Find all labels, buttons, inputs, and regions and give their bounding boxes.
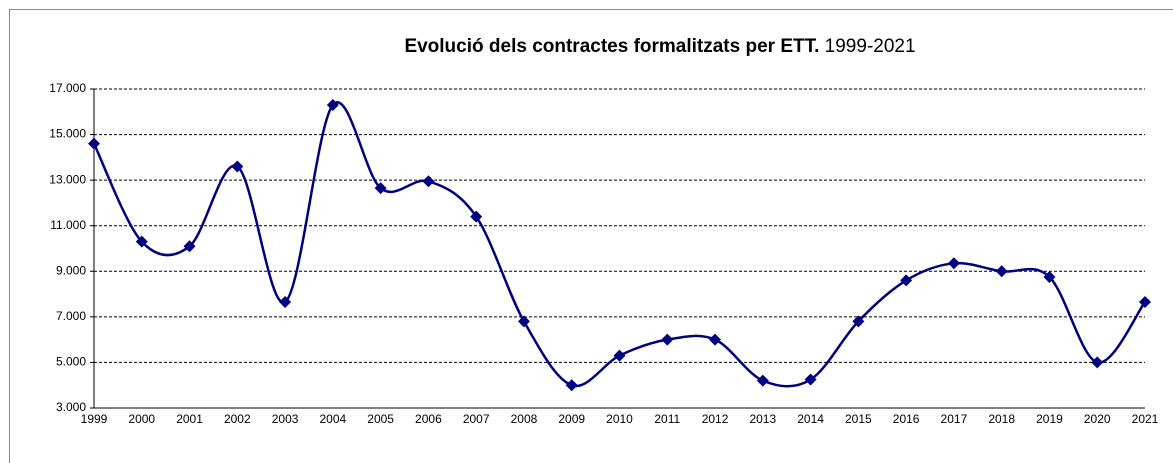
x-tick-label: 2008 [511, 412, 538, 426]
marker [517, 315, 530, 328]
marker [852, 315, 865, 328]
x-tick-label: 2015 [845, 412, 872, 426]
marker [756, 374, 769, 387]
x-tick-label: 2006 [415, 412, 442, 426]
marker [135, 235, 148, 248]
marker [231, 160, 244, 173]
x-tick-label: 2005 [367, 412, 394, 426]
marker [326, 98, 339, 111]
x-tick-label: 2016 [893, 412, 920, 426]
x-tick-label: 2018 [988, 412, 1015, 426]
x-tick-label: 2019 [1036, 412, 1063, 426]
marker [661, 333, 674, 346]
chart-title-years: 1999-2021 [825, 36, 916, 57]
x-tick-label: 2017 [941, 412, 968, 426]
marker [804, 373, 817, 386]
y-tick-label: 17.000 [49, 81, 86, 95]
marker [947, 257, 960, 270]
y-tick-label: 9.000 [56, 263, 86, 277]
x-tick-label: 2007 [463, 412, 490, 426]
marker [88, 137, 100, 150]
y-tick-label: 13.000 [49, 172, 86, 186]
x-tick-label: 2021 [1132, 412, 1159, 426]
x-tick-label: 2009 [558, 412, 585, 426]
marker [709, 333, 722, 346]
chart-title-group: Evolució dels contractes formalitzats pe… [404, 36, 915, 57]
marker [613, 349, 626, 362]
x-tick-label: 2014 [797, 412, 824, 426]
x-tick-label: 2000 [128, 412, 155, 426]
marker [183, 240, 196, 253]
x-tick-label: 2002 [224, 412, 251, 426]
marker [470, 210, 483, 223]
y-tick-label: 5.000 [56, 355, 86, 369]
marker [422, 175, 435, 188]
x-tick-label: 2001 [176, 412, 203, 426]
marker [995, 265, 1008, 278]
marker [374, 182, 387, 195]
chart-title: Evolució dels contractes formalitzats pe… [404, 36, 819, 57]
x-tick-label: 1999 [81, 412, 108, 426]
y-tick-label: 11.000 [50, 218, 86, 232]
marker [279, 296, 292, 309]
x-tick-label: 2004 [320, 412, 347, 426]
chart-frame [9, 9, 1173, 463]
x-tick-label: 2020 [1084, 412, 1111, 426]
x-tick-label: 2011 [654, 412, 680, 426]
marker [565, 379, 578, 392]
x-tick-label: 2010 [606, 412, 633, 426]
y-tick-label: 7.000 [56, 309, 86, 323]
marker [1091, 356, 1104, 369]
marker [900, 274, 913, 287]
x-tick-label: 2012 [702, 412, 729, 426]
y-tick-label: 3.000 [56, 400, 86, 414]
x-tick-label: 2003 [272, 412, 299, 426]
marker [1139, 296, 1151, 309]
y-tick-label: 15.000 [49, 127, 86, 141]
marker [1043, 270, 1056, 283]
x-tick-label: 2013 [749, 412, 776, 426]
